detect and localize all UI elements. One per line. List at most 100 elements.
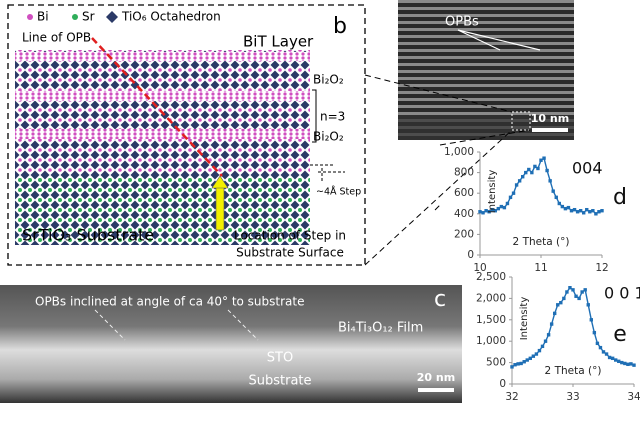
data-point: [598, 345, 603, 350]
data-point: [583, 288, 587, 292]
step-arrow: [215, 185, 225, 231]
data-point: [554, 195, 558, 200]
data-point: [562, 296, 566, 301]
data-point: [478, 210, 482, 214]
data-point: [545, 168, 549, 173]
data-point: [557, 201, 561, 206]
data-point: [528, 356, 532, 361]
x-tick-label: 32: [505, 391, 518, 403]
step-marks: [310, 164, 345, 182]
data-point: [521, 175, 525, 179]
data-point: [569, 209, 574, 213]
x-axis-label: 2 Theta (°): [513, 236, 570, 248]
data-point: [546, 333, 551, 337]
data-point: [505, 201, 510, 206]
n-label: n=3: [320, 110, 345, 124]
data-point: [572, 207, 577, 212]
data-point: [597, 210, 601, 214]
legend-label: Bi: [37, 10, 49, 24]
data-point: [487, 210, 491, 214]
data-point: [578, 209, 583, 213]
data-point: [589, 318, 593, 322]
step-label: ~4Å Step: [316, 186, 361, 198]
step-arrow-head: [211, 175, 229, 189]
data-point: [534, 352, 539, 356]
data-point: [586, 303, 590, 307]
data-point: [582, 211, 586, 215]
film-label: Bi₄Ti₃O₁₂ Film: [338, 321, 423, 336]
x-tick-label: 10: [473, 262, 486, 274]
data-point: [522, 360, 526, 364]
data-point: [549, 322, 554, 326]
data-point: [533, 164, 537, 169]
panel-label: c: [434, 287, 446, 312]
data-point: [530, 170, 534, 175]
annotation: 004: [572, 159, 603, 178]
y-tick-label: 500: [486, 357, 506, 369]
data-point: [563, 206, 568, 211]
data-point: [556, 303, 560, 307]
data-point: [560, 204, 565, 209]
data-point: [588, 210, 592, 214]
zoom-box: [511, 111, 531, 131]
data-point: [553, 311, 557, 316]
legend-tio6-marker: [106, 11, 118, 23]
data-point: [499, 204, 504, 209]
data-point: [571, 288, 575, 292]
opb-guides: [94, 309, 259, 341]
data-point: [604, 352, 609, 356]
step-location-label: Substrate Surface: [236, 246, 344, 260]
y-tick-label: 1,500: [476, 314, 506, 326]
data-point: [493, 209, 497, 213]
x-tick-label: 11: [534, 262, 547, 274]
data-point: [629, 362, 633, 366]
data-point: [601, 350, 606, 354]
y-tick-label: 0: [467, 249, 474, 261]
data-point: [575, 210, 580, 214]
data-point: [514, 183, 519, 187]
x-tick-label: 12: [595, 262, 608, 274]
legend-label: Sr: [82, 10, 95, 24]
data-point: [531, 354, 536, 358]
x-axis-label: 2 Theta (°): [545, 365, 602, 377]
data-point: [568, 286, 572, 290]
data-point: [502, 205, 507, 210]
bi2o2-label: Bi₂O₂: [313, 73, 344, 87]
data-point: [539, 158, 543, 162]
scale-bar: [418, 388, 454, 392]
bi2o2-label: Bi₂O₂: [313, 130, 344, 144]
opb-pointer: [457, 29, 541, 51]
data-point: [525, 358, 529, 362]
scale-bar: [532, 128, 568, 132]
data-point: [610, 356, 615, 361]
data-point: [543, 339, 548, 343]
data-point: [527, 167, 531, 172]
data-point: [594, 212, 598, 216]
opbs-label: OPBs: [445, 15, 479, 30]
data-point: [632, 363, 636, 367]
bi2o2-band: [15, 91, 310, 101]
data-point: [511, 191, 516, 195]
data-point: [580, 290, 584, 294]
substrate-label: Substrate: [248, 374, 311, 389]
data-point: [519, 361, 523, 366]
y-tick-label: 800: [454, 167, 474, 179]
data-point: [577, 296, 581, 301]
bi2o2-band: [15, 52, 310, 61]
step-location-label: Location of Step in: [234, 229, 346, 243]
opbs-label: OPBs inclined at angle of ca 40° to subs…: [35, 295, 304, 309]
data-point: [481, 211, 485, 215]
data-point: [566, 205, 571, 210]
y-tick-label: 200: [454, 228, 474, 240]
panel-c-image: [0, 285, 462, 403]
data-point: [607, 355, 612, 360]
annotation: 0 0 12: [604, 284, 640, 303]
bit-lattice: [15, 50, 310, 172]
data-point: [574, 294, 578, 298]
data-point: [508, 195, 513, 200]
data-point: [537, 348, 542, 353]
bi2o2-band: [15, 129, 310, 139]
y-tick-label: 1,000: [444, 146, 474, 158]
data-point: [620, 360, 624, 365]
